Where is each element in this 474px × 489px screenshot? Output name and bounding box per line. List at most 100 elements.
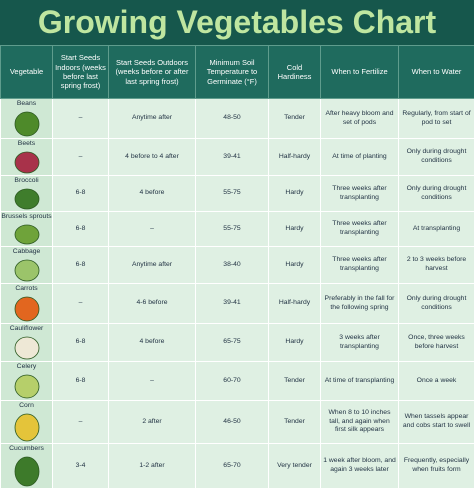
table-cell: – — [53, 99, 109, 139]
vegetable-cell: Cucumbers — [1, 444, 53, 489]
table-cell: Only during drought conditions — [399, 176, 474, 212]
table-cell: Three weeks after transplanting — [321, 247, 399, 284]
table-cell: Hardy — [269, 176, 321, 212]
vegetable-icon — [12, 150, 42, 175]
table-cell: 2 to 3 weeks before harvest — [399, 247, 474, 284]
vegetable-icon — [12, 455, 42, 488]
table-cell: Only during drought conditions — [399, 284, 474, 324]
table-cell: – — [109, 362, 196, 401]
column-header: Start Seeds Indoors (weeks before last s… — [53, 46, 109, 99]
vegetable-icon — [12, 110, 42, 138]
table-cell: Anytime after — [109, 247, 196, 284]
vegetable-name: Corn — [1, 402, 52, 411]
table-cell: 65-70 — [196, 444, 269, 489]
column-header: Vegetable — [1, 46, 53, 99]
table-cell: Half-hardy — [269, 139, 321, 176]
table-cell: 4-6 before — [109, 284, 196, 324]
table-cell: 39-41 — [196, 284, 269, 324]
table-cell: 6-8 — [53, 362, 109, 401]
vegetable-cell: Celery — [1, 362, 53, 401]
table-cell: – — [53, 284, 109, 324]
table-cell: 65-75 — [196, 324, 269, 362]
vegetable-icon — [12, 373, 42, 400]
column-header: Start Seeds Outdoors (weeks before or af… — [109, 46, 196, 99]
table-cell: Tender — [269, 401, 321, 444]
table-cell: Frequently, especially when fruits form — [399, 444, 474, 489]
table-cell: 2 after — [109, 401, 196, 444]
table-cell: Anytime after — [109, 99, 196, 139]
table-cell: Hardy — [269, 212, 321, 247]
vegetable-icon — [12, 335, 42, 361]
table-cell: 6-8 — [53, 324, 109, 362]
vegetable-cell: Beans — [1, 99, 53, 139]
table-cell: 38-40 — [196, 247, 269, 284]
table-cell: 4 before — [109, 176, 196, 212]
table-cell: Once a week — [399, 362, 474, 401]
vegetable-cell: Carrots — [1, 284, 53, 324]
table-cell: At time of planting — [321, 139, 399, 176]
table-cell: Tender — [269, 362, 321, 401]
table-cell: 46-50 — [196, 401, 269, 444]
vegetable-name: Beans — [1, 100, 52, 109]
table-cell: Three weeks after transplanting — [321, 212, 399, 247]
vegetable-name: Cabbage — [1, 248, 52, 257]
table-cell: 3-4 — [53, 444, 109, 489]
table-cell: Once, three weeks before harvest — [399, 324, 474, 362]
vegetable-name: Carrots — [1, 285, 52, 294]
table-cell: 1-2 after — [109, 444, 196, 489]
vegetable-name: Cauliflower — [1, 325, 52, 334]
column-header: Cold Hardiness — [269, 46, 321, 99]
table-cell: 60-70 — [196, 362, 269, 401]
table-cell: 6-8 — [53, 247, 109, 284]
table-cell: – — [53, 401, 109, 444]
table-cell: Regularly, from start of pod to set — [399, 99, 474, 139]
column-header: Minimum Soil Temperature to Germinate (°… — [196, 46, 269, 99]
table-cell: 6-8 — [53, 176, 109, 212]
vegetable-name: Cucumbers — [1, 445, 52, 454]
table-cell: – — [109, 212, 196, 247]
table-cell: Hardy — [269, 324, 321, 362]
table-cell: 39-41 — [196, 139, 269, 176]
vegetable-icon — [12, 187, 42, 211]
vegetable-icon — [12, 295, 42, 323]
table-cell: 4 before to 4 after — [109, 139, 196, 176]
vegetable-name: Beets — [1, 140, 52, 149]
table-cell: 1 week after bloom, and again 3 weeks la… — [321, 444, 399, 489]
vegetable-cell: Corn — [1, 401, 53, 444]
table-cell: Very tender — [269, 444, 321, 489]
table-cell: When 8 to 10 inches tall, and again when… — [321, 401, 399, 444]
vegetable-name: Brussels sprouts — [1, 213, 52, 222]
vegetable-icon — [12, 223, 42, 246]
column-header: When to Water — [399, 46, 474, 99]
vegetable-icon — [12, 412, 42, 443]
table-cell: At transplanting — [399, 212, 474, 247]
table-cell: Only during drought conditions — [399, 139, 474, 176]
vegetable-cell: Cabbage — [1, 247, 53, 284]
table-cell: 55-75 — [196, 212, 269, 247]
table-cell: Hardy — [269, 247, 321, 284]
table-cell: Tender — [269, 99, 321, 139]
table-cell: Preferably in the fall for the following… — [321, 284, 399, 324]
table-cell: Three weeks after transplanting — [321, 176, 399, 212]
vegetable-icon — [12, 258, 42, 283]
page-title: Growing Vegetables Chart — [0, 0, 474, 45]
table-cell: 6-8 — [53, 212, 109, 247]
table-cell: When tassels appear and cobs start to sw… — [399, 401, 474, 444]
table-cell: After heavy bloom and set of pods — [321, 99, 399, 139]
vegetable-cell: Brussels sprouts — [1, 212, 53, 247]
vegetable-name: Celery — [1, 363, 52, 372]
table-cell: – — [53, 139, 109, 176]
